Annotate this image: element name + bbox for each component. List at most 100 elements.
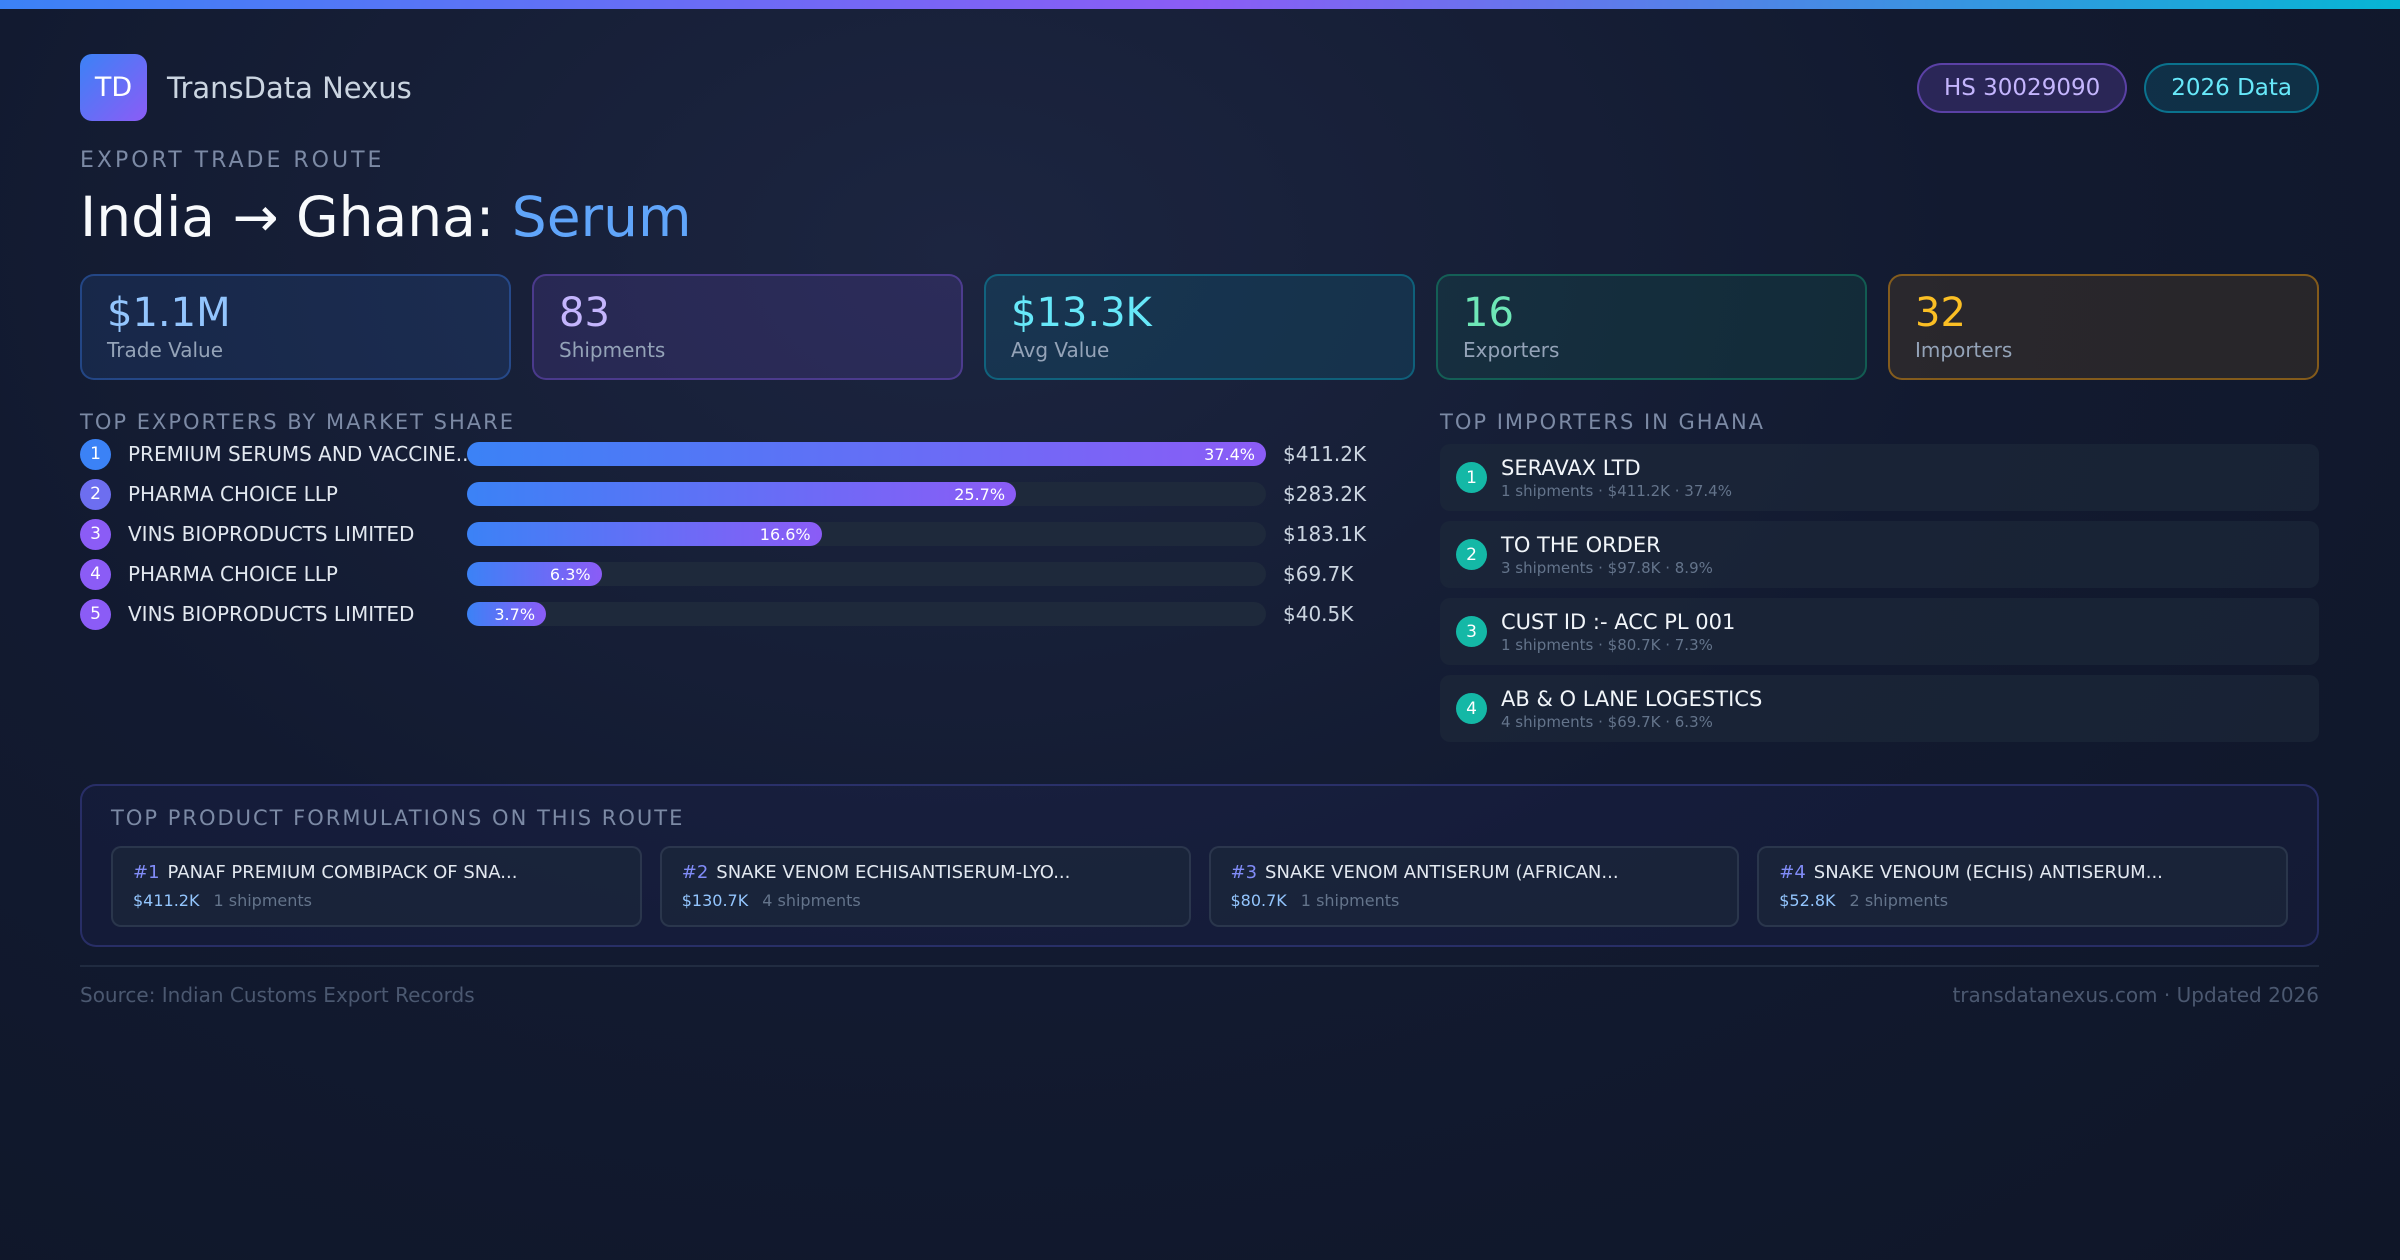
importers: TOP IMPORTERS IN GHANA 1 SERAVAX LTD 1 ship… bbox=[1440, 410, 2319, 742]
stat-value: 16 bbox=[1463, 290, 1514, 336]
importer-text: AB & O LANE LOGESTICS 4 shipments · $69.7… bbox=[1501, 687, 1762, 731]
importer-name: SERAVAX LTD bbox=[1501, 455, 1641, 480]
formulation-title: #2 SNAKE VENOM ECHISANTISERUM-LYO... bbox=[682, 862, 1169, 883]
share-label: 6.3% bbox=[549, 564, 591, 584]
stat-card: 16 Exporters bbox=[1436, 274, 1867, 380]
exporter-value: $411.2K bbox=[1283, 442, 1367, 466]
share-bar: 6.3% bbox=[467, 562, 602, 586]
logo: TD bbox=[80, 54, 147, 121]
share-label: 37.4% bbox=[1204, 444, 1255, 464]
formulation-card: #2 SNAKE VENOM ECHISANTISERUM-LYO... $130.… bbox=[659, 846, 1191, 927]
formulation-meta: $411.2K 1 shipments bbox=[133, 891, 620, 910]
formulation-title: #3 SNAKE VENOM ANTISERUM (AFRICAN... bbox=[1231, 862, 1718, 883]
exporter-value: $283.2K bbox=[1283, 482, 1367, 506]
importer-name: AB & O LANE LOGESTICS bbox=[1501, 686, 1763, 711]
share-bar: 16.6% bbox=[467, 522, 822, 546]
importer-card: 2 TO THE ORDER 3 shipments · $97.8K · 8.9% bbox=[1440, 521, 2319, 588]
exporter-name: PHARMA CHOICE LLP bbox=[128, 562, 338, 586]
formulation-rank: #1 bbox=[133, 862, 160, 883]
formulation-card: #1 PANAF PREMIUM COMBIPACK OF SNA... $411.… bbox=[111, 846, 642, 927]
formulation-meta: $52.8K 2 shipments bbox=[1779, 891, 2266, 910]
stat-label: Exporters bbox=[1463, 338, 1560, 362]
importer-detail: 1 shipments · $411.2K · 37.4% bbox=[1501, 481, 1732, 500]
importer-card: 3 CUST ID :- ACC PL 001 1 shipments · $80.… bbox=[1440, 598, 2319, 665]
formulation-value: $130.7K bbox=[681, 891, 749, 910]
stat-label: Shipments bbox=[559, 338, 666, 362]
source: Source: Indian Customs Export Records bbox=[80, 983, 475, 1007]
formulation-value: $52.8K bbox=[1779, 891, 1836, 910]
exporter-value: $183.1K bbox=[1283, 522, 1367, 546]
exporter-row: 3 VINS BIOPRODUCTS LIMITED 16.6% $183.1K bbox=[80, 514, 1375, 554]
stat-value: $1.1M bbox=[107, 290, 231, 336]
pill: HS 30029090 bbox=[1916, 62, 2128, 113]
rank-badge: 4 bbox=[1456, 693, 1487, 724]
importer-card: 4 AB & O LANE LOGESTICS 4 shipments · $69.… bbox=[1440, 675, 2319, 742]
formulation-shipments: 4 shipments bbox=[762, 891, 861, 910]
rank-badge: 2 bbox=[80, 478, 111, 510]
stat-value: 32 bbox=[1915, 290, 1966, 336]
rank-badge: 4 bbox=[80, 558, 111, 590]
formulation-meta: $130.7K 4 shipments bbox=[682, 891, 1169, 910]
importer-text: TO THE ORDER 3 shipments · $97.8K · 8.9% bbox=[1501, 533, 1713, 577]
exporter-name: VINS BIOPRODUCTS LIMITED bbox=[128, 602, 415, 626]
importer-name: TO THE ORDER bbox=[1501, 532, 1661, 557]
header: TD TransData Nexus HS 30029090 2026 Data bbox=[80, 54, 2319, 121]
accent-bar bbox=[0, 0, 2400, 9]
exporter-value: $40.5K bbox=[1283, 602, 1354, 626]
stat-card: $1.1M Trade Value bbox=[80, 274, 511, 380]
brand: TransData Nexus bbox=[167, 70, 412, 105]
importer-detail: 3 shipments · $97.8K · 8.9% bbox=[1501, 558, 1713, 577]
formulation-rank: #3 bbox=[1230, 862, 1258, 883]
importer-detail: 4 shipments · $69.7K · 6.3% bbox=[1501, 712, 1713, 731]
bar-track: 37.4% bbox=[467, 442, 1266, 466]
formulation-name: PANAF PREMIUM COMBIPACK OF SNA... bbox=[167, 862, 518, 883]
bar-track: 6.3% bbox=[467, 562, 1266, 586]
exporter-value: $69.7K bbox=[1283, 562, 1354, 586]
formulation-shipments: 1 shipments bbox=[1300, 891, 1400, 910]
stats: $1.1M Trade Value 83 Shipments $13.3K Avg Val… bbox=[80, 274, 2319, 380]
importer-detail: 1 shipments · $80.7K · 7.3% bbox=[1501, 635, 1713, 654]
exporter-row: 4 PHARMA CHOICE LLP 6.3% $69.7K bbox=[80, 554, 1375, 594]
bar-track: 16.6% bbox=[467, 522, 1266, 546]
importer-text: SERAVAX LTD 1 shipments · $411.2K · 37.4% bbox=[1501, 456, 1732, 500]
formulation-name: SNAKE VENOUM (ECHIS) ANTISERUM... bbox=[1813, 862, 2163, 883]
formulation-card: #3 SNAKE VENOM ANTISERUM (AFRICAN... $80.7… bbox=[1208, 846, 1740, 927]
rank-badge: 2 bbox=[1456, 539, 1487, 570]
importer-card: 1 SERAVAX LTD 1 shipments · $411.2K · 37.4… bbox=[1440, 444, 2319, 511]
formulation-shipments: 1 shipments bbox=[213, 891, 313, 910]
divider bbox=[80, 965, 2319, 967]
exporters: TOP EXPORTERS BY MARKET SHARE 1 PREMIUM SE… bbox=[80, 410, 1375, 634]
formulation-list: #1 PANAF PREMIUM COMBIPACK OF SNA... $411.… bbox=[111, 846, 2288, 927]
exporter-name: VINS BIOPRODUCTS LIMITED bbox=[128, 522, 415, 546]
stat-value: 83 bbox=[559, 290, 610, 336]
share-bar: 37.4% bbox=[467, 442, 1266, 466]
section-title: TOP PRODUCT FORMULATIONS ON THIS ROUTE bbox=[111, 806, 685, 830]
formulation-name: SNAKE VENOM ANTISERUM (AFRICAN... bbox=[1265, 862, 1619, 883]
section-title: TOP IMPORTERS IN GHANA bbox=[1440, 410, 1766, 434]
stat-card: $13.3K Avg Value bbox=[984, 274, 1415, 380]
share-label: 25.7% bbox=[954, 484, 1006, 504]
formulation-rank: #2 bbox=[681, 862, 709, 883]
site: transdatanexus.com · Updated 2026 bbox=[1952, 983, 2319, 1007]
title: India → Ghana: Serum bbox=[80, 185, 692, 249]
formulation-value: $80.7K bbox=[1230, 891, 1287, 910]
importer-name: CUST ID :- ACC PL 001 bbox=[1501, 609, 1736, 634]
stat-label: Importers bbox=[1915, 338, 2013, 362]
stat-value: $13.3K bbox=[1011, 290, 1152, 336]
formulation-meta: $80.7K 1 shipments bbox=[1231, 891, 1718, 910]
stat-label: Trade Value bbox=[107, 338, 224, 362]
bar-track: 3.7% bbox=[467, 602, 1266, 626]
formulation-rank: #4 bbox=[1779, 862, 1806, 883]
exporter-row: 2 PHARMA CHOICE LLP 25.7% $283.2K bbox=[80, 474, 1375, 514]
title-highlight: Serum bbox=[511, 185, 692, 249]
rank-badge: 5 bbox=[80, 598, 111, 630]
formulations: TOP PRODUCT FORMULATIONS ON THIS ROUTE #… bbox=[80, 784, 2319, 947]
rank-badge: 3 bbox=[1456, 616, 1487, 647]
formulation-title: #4 SNAKE VENOUM (ECHIS) ANTISERUM... bbox=[1779, 862, 2266, 883]
importer-text: CUST ID :- ACC PL 001 1 shipments · $80.7… bbox=[1501, 610, 1735, 654]
share-label: 16.6% bbox=[759, 524, 811, 544]
bar-track: 25.7% bbox=[467, 482, 1266, 506]
section-title: TOP EXPORTERS BY MARKET SHARE bbox=[80, 410, 516, 434]
stat-card: 32 Importers bbox=[1888, 274, 2319, 380]
